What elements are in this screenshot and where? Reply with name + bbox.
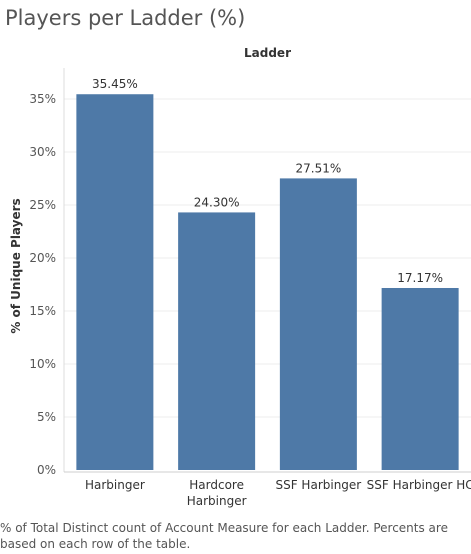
x-tick-label: Harbinger [85,478,145,492]
x-tick-label: SSF Harbinger HC [367,478,471,492]
chart-title: Players per Ladder (%) [5,6,246,30]
data-label: 24.30% [194,195,240,209]
x-tick-label: Hardcore [189,478,244,492]
bars [76,94,459,471]
bar [279,178,357,471]
y-tick-label: 10% [29,357,56,371]
data-labels: 35.45% 24.30% 27.51% 17.17% [92,77,443,285]
y-tick-label: 35% [29,92,56,106]
data-label: 35.45% [92,77,138,91]
y-tick-label: 5% [37,410,56,424]
bar [178,212,256,471]
data-label: 27.51% [295,161,341,175]
data-label: 17.17% [397,271,443,285]
x-tick-label: SSF Harbinger [275,478,361,492]
y-tick-label: 25% [29,198,56,212]
x-tick-label: Harbinger [187,494,247,508]
y-tick-label: 0% [37,463,56,477]
y-tick-label: 15% [29,304,56,318]
y-tick-label: 30% [29,145,56,159]
column-header: Ladder [244,46,291,60]
y-axis: 0% 5% 10% 15% 20% 25% 30% 35% [29,68,65,477]
footnote: % of Total Distinct count of Account Mea… [0,521,448,551]
bar [76,94,154,470]
bar [381,287,459,470]
x-axis: Harbinger Hardcore Harbinger SSF Harbinger S… [64,471,471,508]
y-tick-label: 20% [29,251,56,265]
y-axis-label: % of Unique Players [9,198,23,333]
